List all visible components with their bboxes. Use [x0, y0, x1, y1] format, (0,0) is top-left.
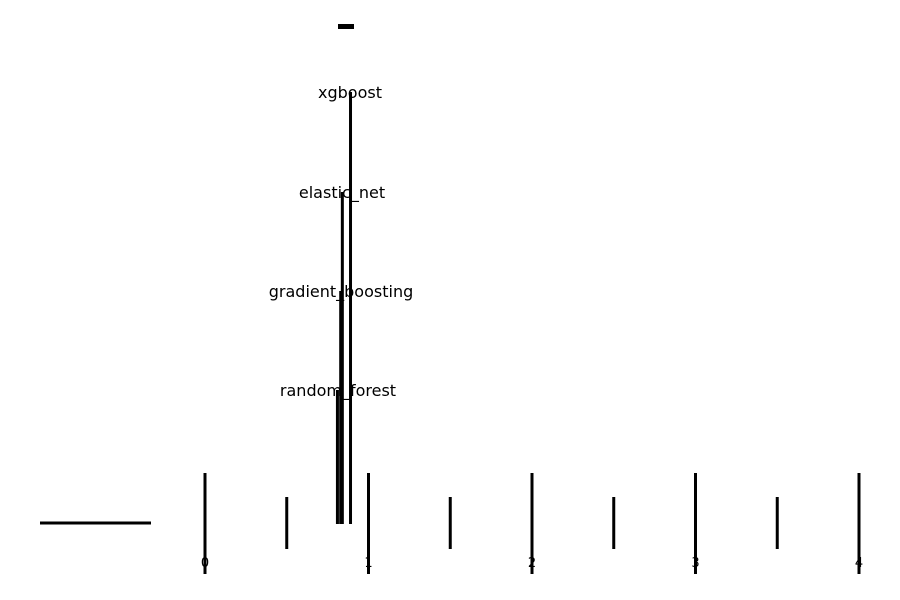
tick-label: 2 [528, 556, 536, 571]
cd-top-marker [338, 24, 354, 29]
tick-label: 4 [855, 556, 863, 571]
method-label: elastic_net [299, 183, 385, 203]
axis-ticks: 0 1 2 3 4 [201, 473, 863, 574]
method-label: xgboost [318, 83, 382, 102]
tick-label: 0 [201, 556, 209, 571]
method-label: gradient_boosting [269, 282, 413, 302]
method-markers: xgboost elastic_net gradient_boostingrando… [269, 83, 413, 524]
method-label: random_forest [280, 381, 396, 401]
tick-label: 3 [691, 556, 699, 571]
tick-label: 1 [364, 556, 372, 571]
